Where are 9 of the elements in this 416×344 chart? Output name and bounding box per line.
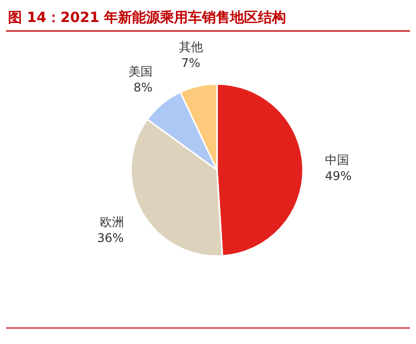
data-label: 36%	[97, 230, 124, 245]
slice-label: 美国	[128, 64, 153, 79]
data-label: 8%	[133, 80, 153, 95]
data-label: 7%	[181, 56, 200, 70]
slice-label: 其他	[178, 40, 203, 54]
chart-title: 图 14：2021 年新能源乘用车销售地区结构	[8, 9, 286, 26]
slice-label: 中国	[324, 153, 349, 168]
slice-label: 欧洲	[100, 214, 124, 229]
data-label: 49%	[324, 169, 352, 184]
